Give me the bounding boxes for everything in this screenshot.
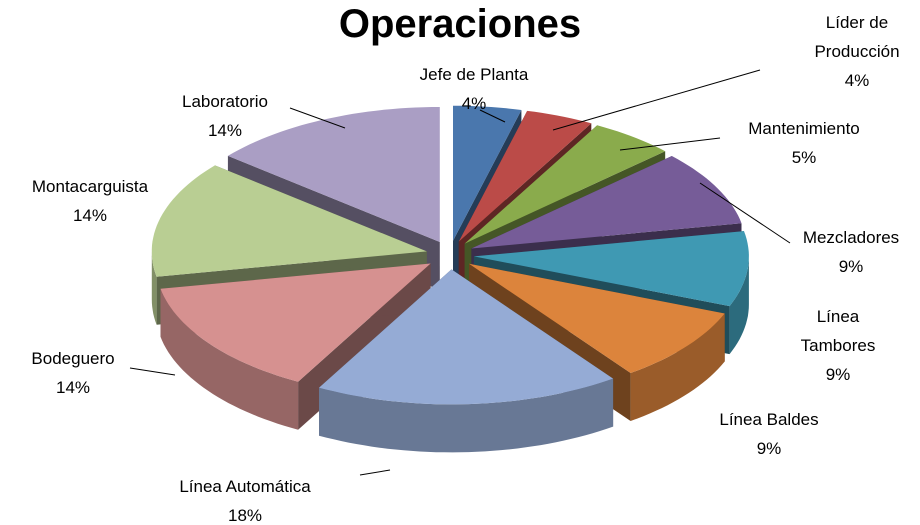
category-label: Montacarguista <box>31 177 149 196</box>
data-label: Mezcladores 9% <box>803 223 899 281</box>
slice-wall <box>319 378 614 453</box>
category-label: Líder de Producción <box>814 13 900 61</box>
slice <box>319 269 614 453</box>
slice-wall <box>151 251 157 325</box>
data-label: Montacarguista 14% <box>32 172 148 230</box>
category-label: Mantenimiento <box>748 119 860 138</box>
data-label: Línea Tambores 9% <box>797 302 879 389</box>
value-label: 9% <box>838 257 864 276</box>
value-label: 4% <box>461 94 487 113</box>
leader-line <box>479 109 506 123</box>
data-label: Jefe de Planta 4% <box>420 60 529 118</box>
leader-line <box>129 367 176 376</box>
value-label: 14% <box>72 206 108 225</box>
chart-title: Operaciones <box>338 2 582 46</box>
category-label: Jefe de Planta <box>419 65 529 84</box>
category-label: Bodeguero <box>31 349 115 368</box>
slice-wall <box>630 313 725 421</box>
category-label: Línea Tambores <box>800 307 876 355</box>
category-label: Mezcladores <box>802 228 900 247</box>
slice-top <box>458 110 592 242</box>
value-label: 14% <box>207 121 243 140</box>
slice-top <box>464 125 666 244</box>
category-label: Línea Baldes <box>719 410 819 429</box>
value-label: 14% <box>55 378 91 397</box>
data-label: Bodeguero 14% <box>31 344 114 402</box>
leader-line <box>619 137 721 151</box>
slice-top <box>469 263 725 373</box>
slice-top <box>160 263 431 382</box>
value-label: 4% <box>844 71 870 90</box>
slice-top <box>473 231 749 307</box>
value-label: 9% <box>825 365 851 384</box>
value-label: 18% <box>227 506 263 525</box>
slice-top <box>453 105 522 241</box>
value-label: 9% <box>756 439 782 458</box>
value-label: 5% <box>791 148 817 167</box>
slice-wall <box>160 288 299 430</box>
slice-top <box>227 107 440 242</box>
slice-top <box>151 165 427 277</box>
category-label: Laboratorio <box>181 92 269 111</box>
leader-line <box>359 469 391 476</box>
leader-line <box>552 69 761 131</box>
data-label: Línea Baldes 9% <box>719 405 818 463</box>
slice-top <box>471 156 742 249</box>
data-label: Línea Automática 18% <box>179 472 310 525</box>
slice-top <box>319 269 614 405</box>
slice-wall <box>729 256 749 355</box>
data-label: Laboratorio 14% <box>182 87 268 145</box>
data-label: Líder de Producción 4% <box>802 8 912 95</box>
category-label: Línea Automática <box>179 477 311 496</box>
data-label: Mantenimiento 5% <box>748 114 860 172</box>
leader-line <box>289 107 346 129</box>
leader-line <box>699 182 791 244</box>
